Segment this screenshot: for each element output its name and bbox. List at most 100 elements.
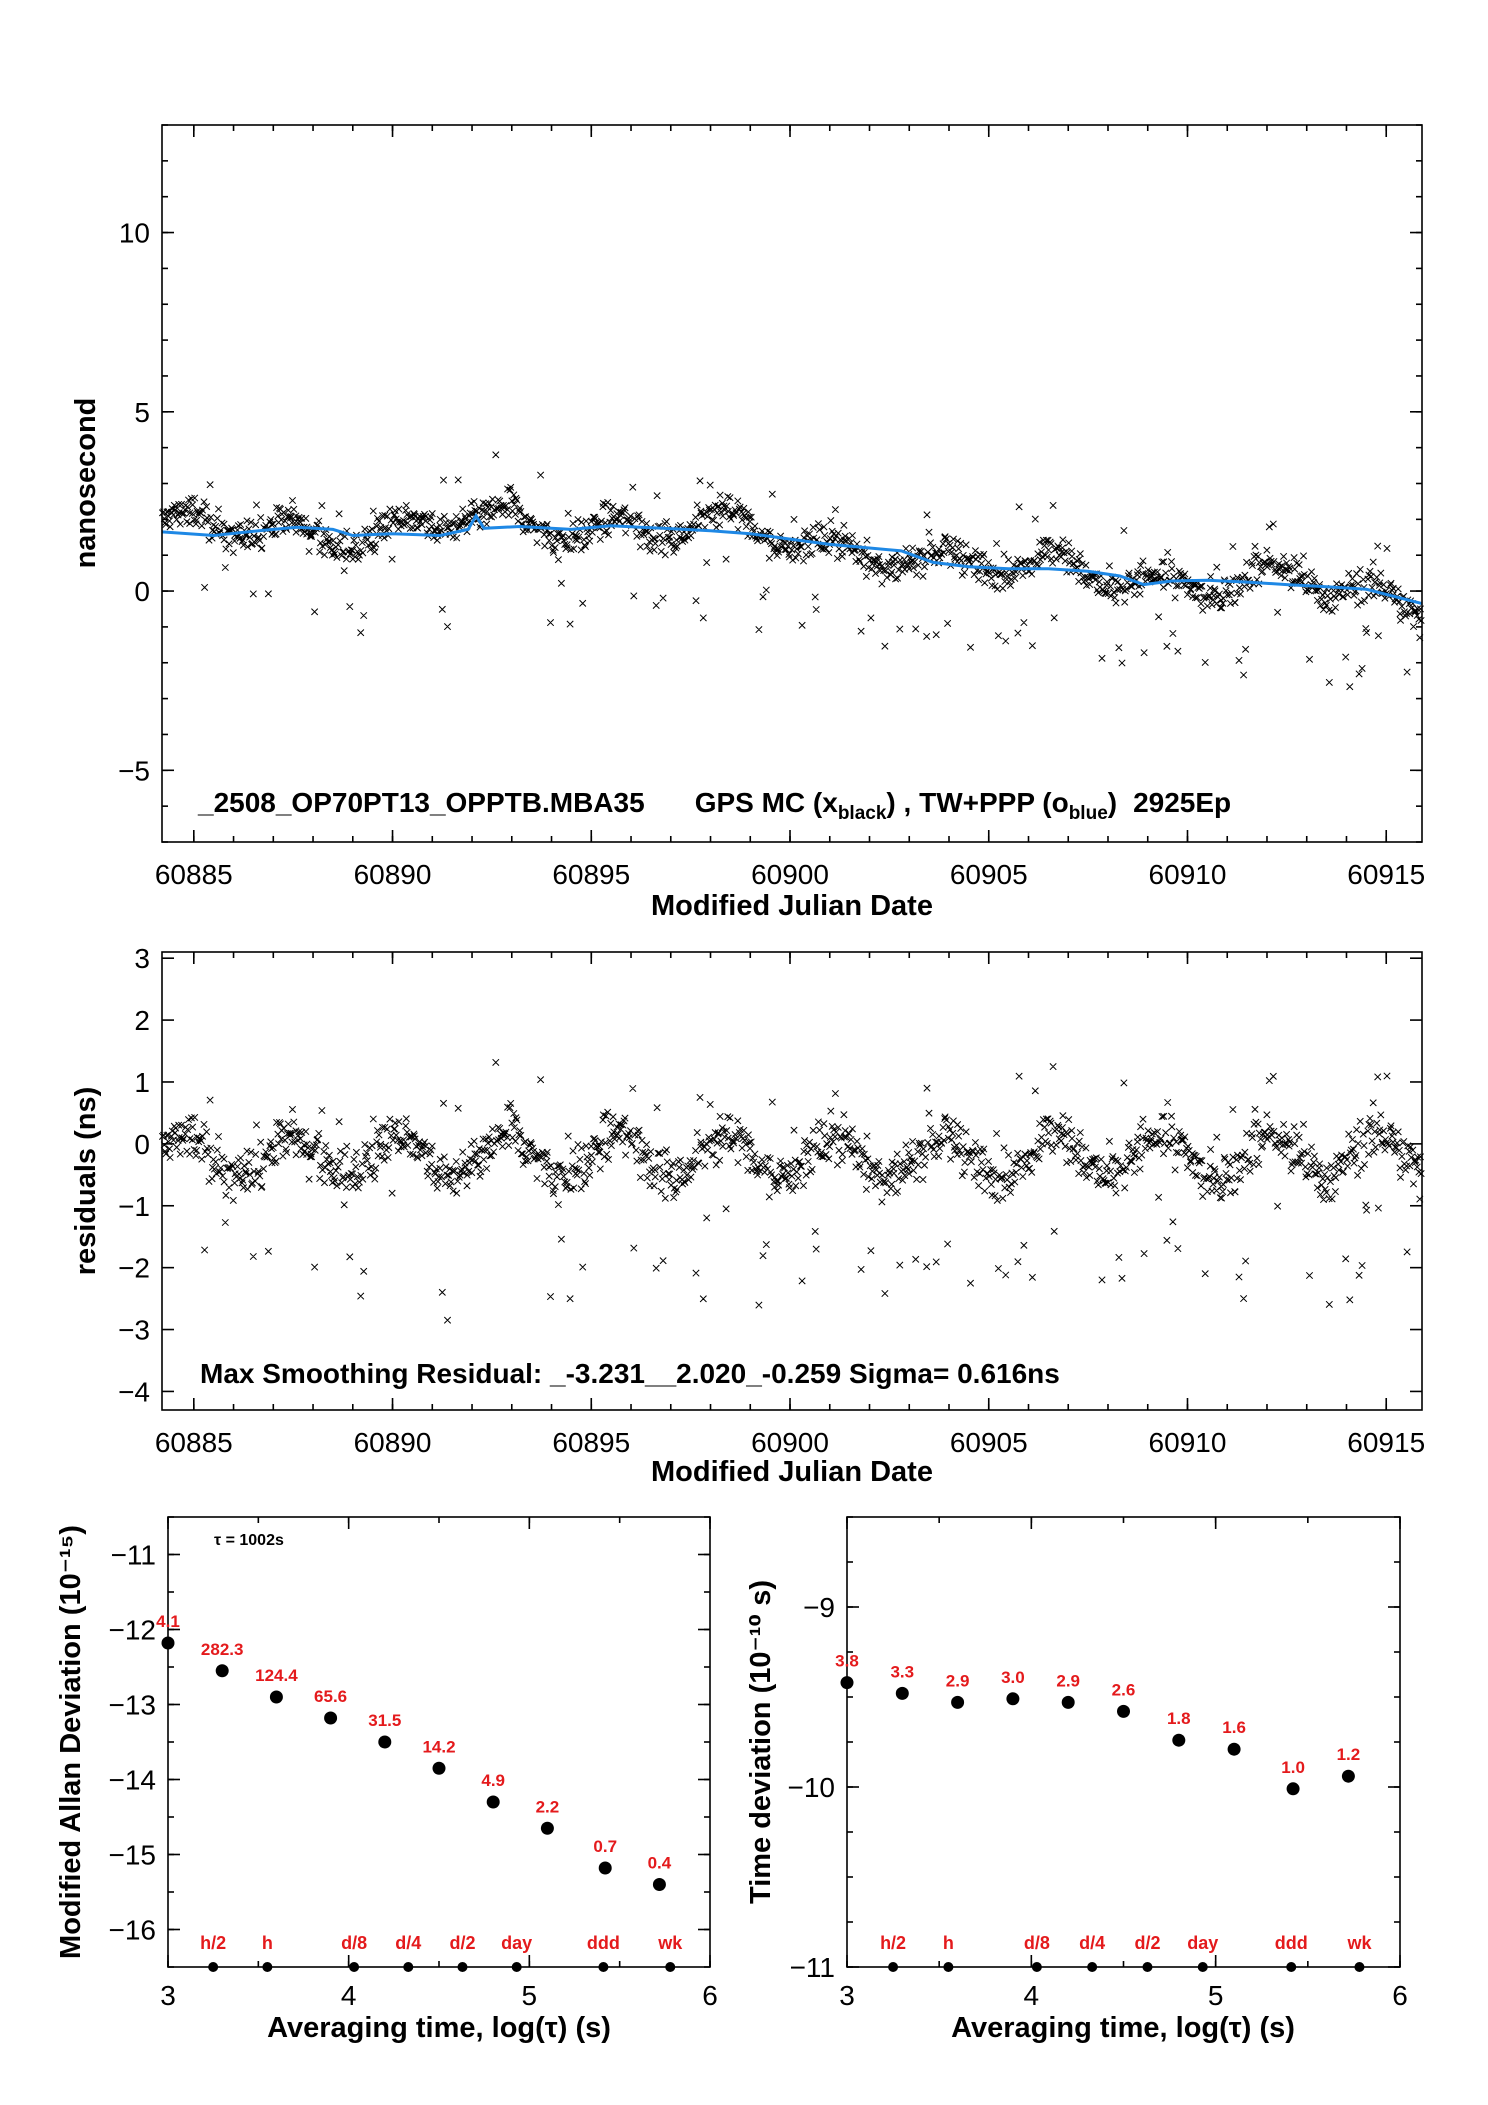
interval-label: h/2	[200, 1933, 226, 1953]
x-tick-label: 60895	[552, 1427, 630, 1458]
x-tick-label: 60905	[950, 1427, 1028, 1458]
interval-label: ddd	[1275, 1933, 1308, 1953]
y-tick-label: 10	[119, 218, 150, 249]
y-tick-label: −11	[790, 1952, 835, 1983]
x-tick-label: 5	[522, 1980, 538, 2011]
point-value-label: 3.3	[890, 1662, 914, 1681]
point-value-label: 3.0	[1001, 1668, 1025, 1687]
x-tick-label: 60900	[751, 859, 829, 890]
interval-marker	[1142, 1962, 1153, 1972]
tdev-plot-frame	[846, 1516, 1401, 1968]
point-value-label: 0.7	[593, 1837, 617, 1856]
point-value-label: 2.2	[536, 1797, 560, 1816]
x-tick-label: 4	[341, 1980, 357, 2011]
point-value-label: 14.2	[422, 1737, 455, 1756]
point-value-label: 4.9	[481, 1771, 505, 1790]
deviation-point	[215, 1664, 229, 1678]
x-tick-label: 5	[1208, 1980, 1224, 2011]
deviation-point	[598, 1861, 612, 1875]
residual-panel: 60885 60890 60895 60900 60905 60910 60915 −4 −3 −…	[70, 943, 1425, 1488]
interval-label: h	[262, 1933, 273, 1953]
x-tick-label: 4	[1024, 1980, 1040, 2011]
interval-label: d/2	[1134, 1933, 1160, 1953]
interval-marker	[511, 1962, 522, 1972]
point-value-label: 124.4	[255, 1666, 298, 1685]
y-tick-label: −3	[118, 1315, 150, 1346]
interval-label: d/8	[1024, 1933, 1050, 1953]
series-a-sub: black	[838, 803, 887, 824]
residual-cross-marks	[158, 1058, 1425, 1324]
tau-note: τ = 1002s	[214, 1532, 284, 1549]
top-axes: 60885 60890 60895 60900 60905 60910 60915 −5 0 5 1…	[118, 124, 1425, 890]
interval-label: wk	[657, 1933, 683, 1953]
residual-x-axis-title: Modified Julian Date	[651, 1456, 933, 1488]
interval-label: d/4	[395, 1933, 421, 1953]
interval-marker	[1197, 1962, 1208, 1972]
series-a-label: GPS MC (x	[695, 787, 839, 818]
interval-marker	[262, 1962, 273, 1972]
interval-marker	[457, 1962, 468, 1972]
y-tick-label: −13	[109, 1690, 157, 1721]
point-value-label: 3.8	[835, 1652, 859, 1671]
y-tick-label: 0	[134, 1129, 150, 1160]
interval-marker	[1286, 1962, 1297, 1972]
tdev-panel: 3 4 5 6 −11 −10 −9 3.8 3.3 2.9 3.0 2.9 2.6 1.8 1.6 1.0…	[745, 1516, 1408, 2044]
point-value-label: 282.3	[201, 1640, 244, 1659]
y-tick-label: 1	[134, 1067, 150, 1098]
interval-marker	[1087, 1962, 1098, 1972]
series-sep: ) , TW+PPP (o	[886, 787, 1068, 818]
y-tick-label: −15	[109, 1840, 157, 1871]
x-tick-label: 6	[702, 1980, 718, 2011]
x-tick-label: 60915	[1347, 859, 1425, 890]
deviation-point	[652, 1878, 666, 1891]
interval-marker	[349, 1962, 360, 1972]
tdev-y-axis-title: Time deviation (10⁻¹⁰ s)	[745, 1580, 777, 1904]
x-tick-label: 3	[160, 1980, 176, 2011]
point-value-label: 1.0	[1281, 1758, 1305, 1777]
adev-axes: 3 4 5 6 −16 −15 −14 −13 −12 −11	[109, 1516, 718, 2011]
y-tick-label: −9	[803, 1592, 835, 1623]
tdev-axes: 3 4 5 6 −11 −10 −9	[788, 1516, 1408, 2011]
interval-marker	[943, 1962, 954, 1972]
point-value-label: 31.5	[368, 1711, 401, 1730]
x-tick-label: 60890	[354, 859, 432, 890]
top-annotation: _2508_OP70PT13_OPPTB.MBA35 GPS MC (xblack…	[197, 787, 1231, 824]
residual-note: Max Smoothing Residual: _-3.231__2.020_-…	[200, 1358, 1060, 1389]
deviation-point	[1227, 1742, 1241, 1756]
adev-y-axis-title: Modified Allan Deviation (10⁻¹⁵)	[55, 1525, 87, 1959]
tdev-x-axis-title: Averaging time, log(τ) (s)	[951, 2012, 1295, 2044]
x-tick-label: 60890	[354, 1427, 432, 1458]
tdev-marks: 3.8 3.3 2.9 3.0 2.9 2.6 1.8 1.6 1.0 1.2 h/2 h d/8 d/4…	[835, 1652, 1372, 1972]
deviation-point	[895, 1686, 909, 1700]
top-x-axis-title: Modified Julian Date	[651, 890, 933, 922]
top-y-axis-title: nanosecond	[70, 398, 102, 569]
interval-label: d/2	[449, 1933, 475, 1953]
deviation-point	[161, 1636, 175, 1650]
residual-y-axis-title: residuals (ns)	[70, 1087, 102, 1276]
deviation-point	[432, 1761, 446, 1775]
interval-label: day	[1187, 1933, 1218, 1953]
x-tick-label: 60900	[751, 1427, 829, 1458]
interval-label: ddd	[587, 1933, 620, 1953]
deviation-point	[840, 1676, 854, 1690]
deviation-point	[324, 1711, 338, 1725]
y-tick-label: −1	[118, 1191, 150, 1222]
epoch-count: 2925Ep	[1133, 787, 1231, 818]
deviation-point	[540, 1821, 554, 1835]
residual-plot-frame	[161, 951, 1423, 1411]
interval-marker	[403, 1962, 414, 1972]
y-tick-label: −11	[111, 1540, 156, 1571]
adev-panel: 3 4 5 6 −16 −15 −14 −13 −12 −11 4.1 282.3 124.4 65.6…	[55, 1516, 718, 2044]
interval-label: h	[943, 1933, 954, 1953]
deviation-point	[1061, 1695, 1075, 1709]
point-value-label: 4.1	[156, 1612, 180, 1631]
x-tick-label: 60885	[155, 859, 233, 890]
deviation-point	[486, 1795, 500, 1809]
interval-marker	[598, 1962, 609, 1972]
adev-x-axis-title: Averaging time, log(τ) (s)	[267, 2012, 611, 2044]
deviation-point	[951, 1695, 965, 1709]
y-tick-label: 5	[134, 397, 150, 428]
point-value-label: 1.2	[1337, 1745, 1361, 1764]
deviation-point	[1117, 1704, 1130, 1718]
x-tick-label: 3	[839, 1980, 855, 2011]
